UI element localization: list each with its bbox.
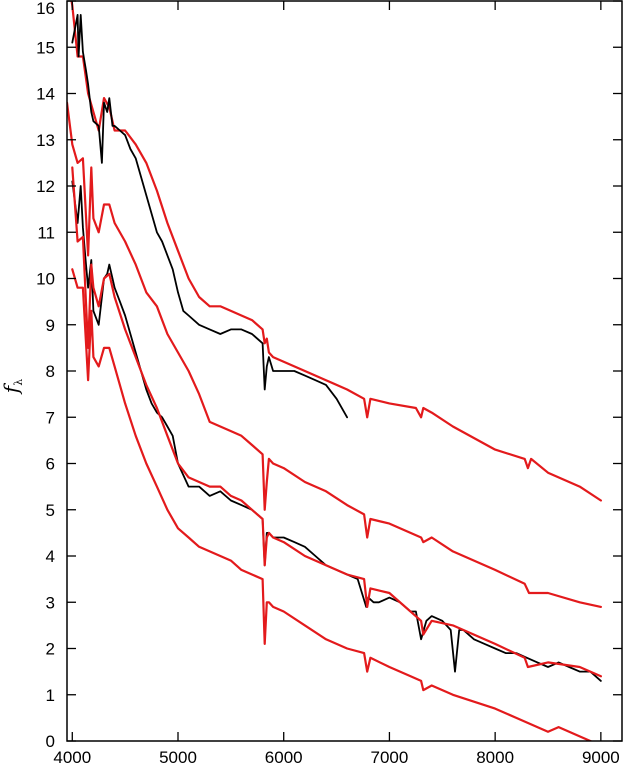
y-tick-label-7: 7 [46,408,55,427]
ticks-layer: 4000 5000 6000 7000 8000 90000123456789101112… [36,0,622,767]
y-tick-label-5: 5 [46,501,55,520]
y-tick-label-16: 16 [36,0,55,18]
series-model-3 [67,101,602,608]
y-tick-label-0: 0 [46,732,55,751]
series-layer [67,1,602,741]
x-tick-label-8000: 8000 [476,748,514,767]
series-observed-2 [71,14,348,419]
series-model-1 [70,1,602,502]
y-tick-label-1: 1 [46,686,55,705]
y-tick-label-3: 3 [46,593,55,612]
x-tick-label-4000: 4000 [53,748,91,767]
y-tick-label-9: 9 [46,316,55,335]
y-tick-label-4: 4 [46,547,55,566]
y-tick-label-13: 13 [36,131,55,150]
x-tick-label-6000: 6000 [265,748,303,767]
x-tick-label-9000: 9000 [582,748,620,767]
y-tick-label-8: 8 [46,362,55,381]
y-tick-label-14: 14 [36,85,55,104]
y-tick-label-11: 11 [37,223,55,242]
plot-frame [66,0,623,742]
x-tick-label-5000: 5000 [159,748,197,767]
y-tick-label-2: 2 [46,640,55,659]
y-tick-label-10: 10 [36,270,55,289]
y-tick-label-6: 6 [46,455,55,474]
series-model-6 [71,268,594,741]
y-tick-label-15: 15 [36,38,55,57]
series-observed-4 [71,180,602,682]
y-tick-label-12: 12 [36,177,55,196]
series-model-5 [71,166,602,678]
x-tick-label-7000: 7000 [371,748,409,767]
y-axis-label: fλ [0,379,25,395]
